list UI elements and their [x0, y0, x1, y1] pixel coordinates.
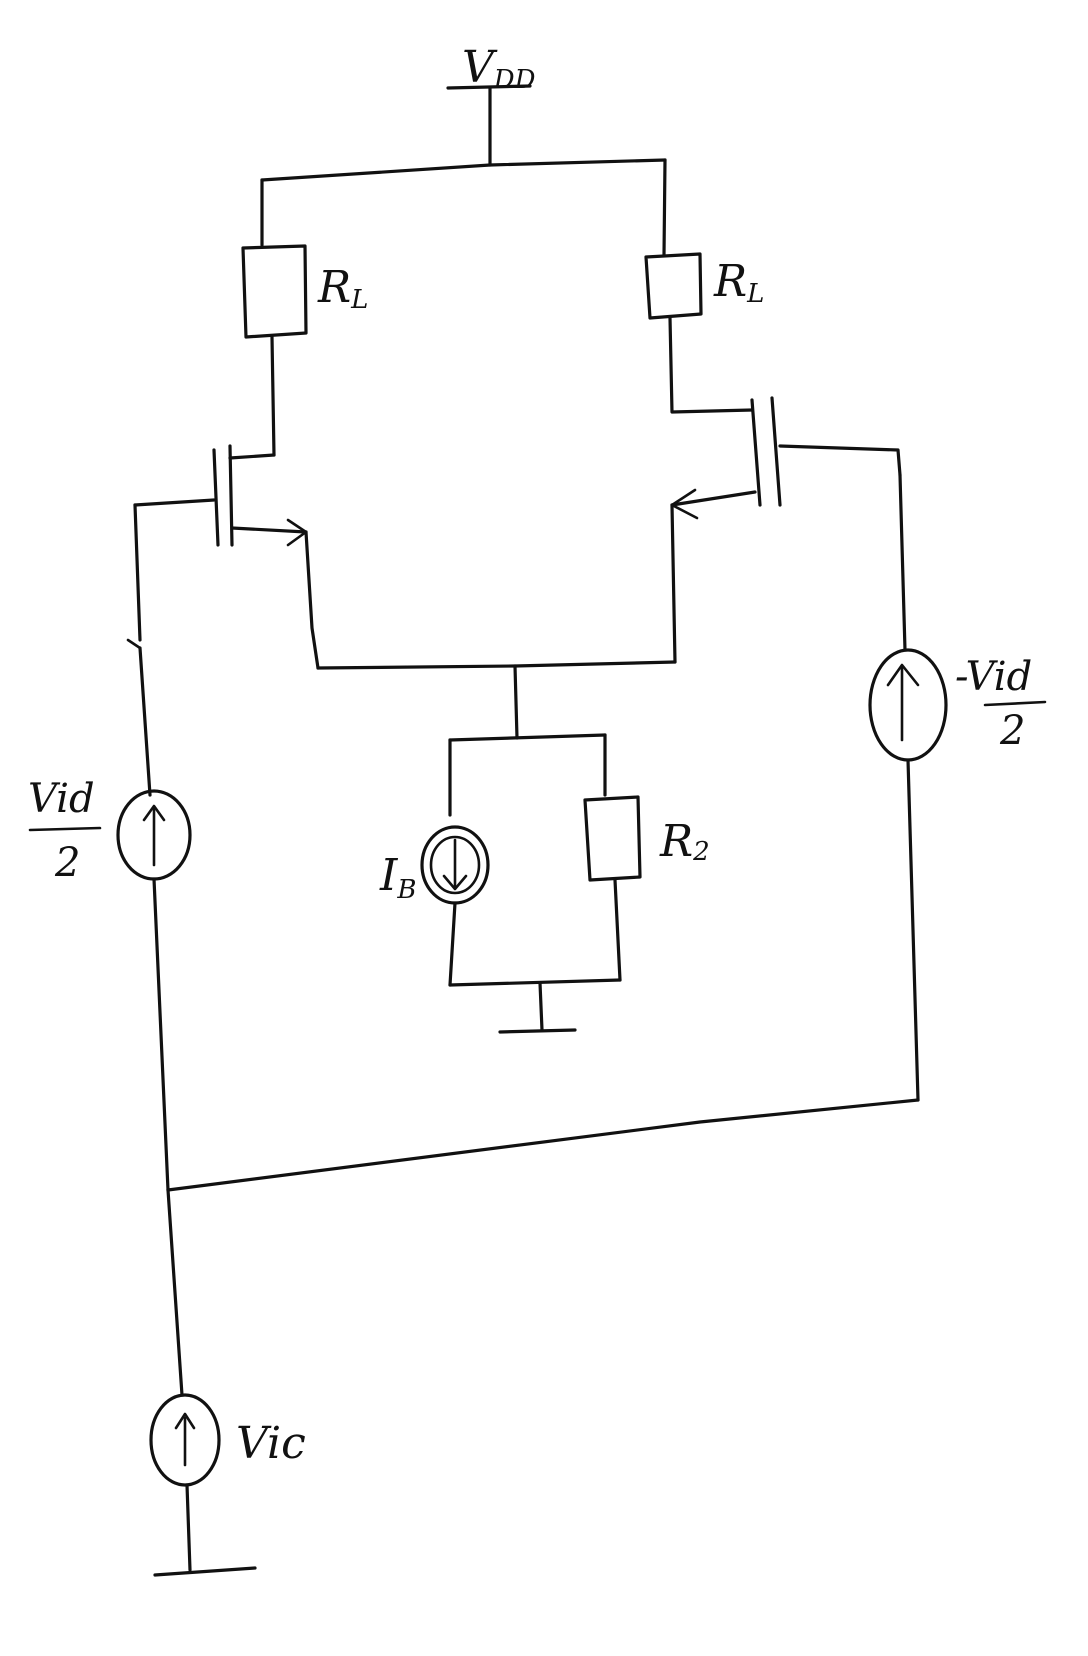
- r2-label: R2: [659, 816, 710, 867]
- rl-left-resistor: [241, 178, 308, 457]
- m2-right-transistor: [670, 396, 902, 664]
- svg-text:2: 2: [54, 840, 80, 886]
- common-mode-node: [166, 1098, 920, 1192]
- tail-network: [316, 660, 677, 817]
- vic-source: [149, 1188, 221, 1572]
- svg-text:2: 2: [999, 708, 1025, 754]
- svg-text:Vid: Vid: [28, 776, 95, 822]
- svg-text:-Vid: -Vid: [955, 654, 1032, 700]
- vid-left-label: Vid 2: [28, 776, 102, 886]
- vid-right-label: -Vid 2: [955, 654, 1047, 754]
- rl-left-label: RL: [317, 262, 368, 315]
- r2-resistor: [583, 795, 642, 982]
- vic-label: Vic: [236, 1418, 306, 1469]
- vid-right-source: [868, 473, 948, 1102]
- vid-left-source: [116, 503, 192, 1192]
- rl-right-resistor: [644, 158, 754, 414]
- m1-left-transistor: [133, 444, 320, 670]
- ib-label: IB: [379, 850, 417, 905]
- vic-ground: [153, 1566, 257, 1577]
- vdd-rail: [260, 84, 667, 182]
- tail-ground: [448, 978, 622, 1034]
- vdd-label: VDD: [462, 42, 536, 95]
- ib-current-source: [420, 825, 490, 987]
- rl-right-label: RL: [713, 256, 764, 309]
